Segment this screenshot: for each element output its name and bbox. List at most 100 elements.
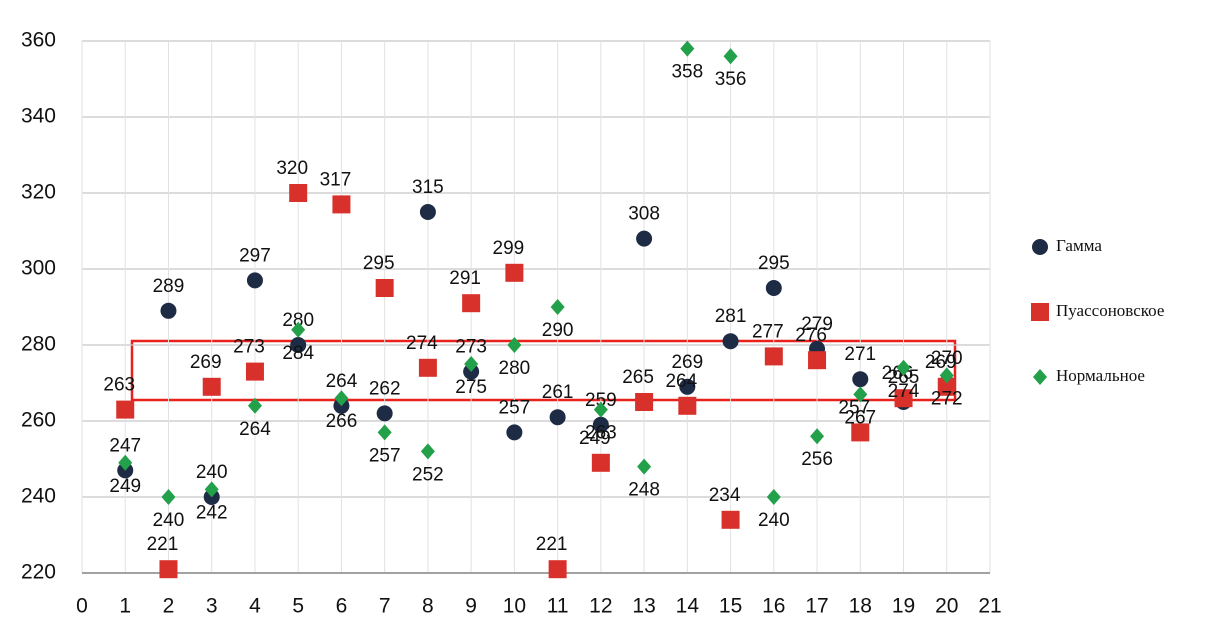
x-tick-label: 19	[892, 595, 915, 618]
point	[376, 405, 393, 422]
y-tick-label: 260	[21, 409, 56, 432]
point	[377, 424, 392, 441]
data-label: 273	[233, 337, 265, 358]
data-label: 279	[801, 314, 833, 335]
data-label: 281	[715, 306, 747, 327]
x-tick-label: 0	[76, 595, 88, 618]
data-label: 221	[147, 534, 179, 555]
point	[549, 409, 566, 426]
point	[506, 424, 523, 441]
x-tick-label: 1	[119, 595, 131, 618]
x-tick-label: 3	[206, 595, 218, 618]
data-label: 262	[369, 378, 401, 399]
data-label: 259	[585, 390, 617, 411]
x-tick-label: 7	[379, 595, 391, 618]
point	[420, 443, 435, 460]
data-label: 284	[282, 343, 314, 364]
data-label: 240	[196, 462, 228, 483]
point	[418, 358, 437, 377]
data-label: 289	[153, 276, 185, 297]
data-label: 272	[931, 388, 963, 409]
point	[853, 386, 868, 403]
data-label: 257	[369, 445, 401, 466]
point	[160, 302, 177, 319]
data-label: 248	[628, 480, 660, 501]
point	[636, 230, 653, 247]
point	[766, 489, 781, 505]
data-label: 256	[801, 449, 833, 470]
legend-label: Гамма	[1056, 236, 1102, 255]
data-label: 269	[671, 352, 703, 373]
x-tick-label: 9	[465, 595, 477, 618]
data-label: 265	[622, 367, 654, 388]
y-tick-label: 220	[21, 561, 56, 584]
data-label: 290	[542, 320, 574, 341]
point	[592, 416, 609, 433]
data-label: 320	[276, 158, 308, 179]
point	[375, 279, 394, 297]
point	[678, 396, 697, 415]
data-label: 247	[109, 435, 141, 456]
data-label: 240	[153, 510, 185, 531]
point	[118, 454, 133, 471]
data-label: 275	[455, 377, 487, 398]
data-label: 263	[585, 423, 617, 444]
data-label: 265	[888, 367, 920, 388]
x-tick-label: 11	[547, 595, 569, 618]
data-label: 280	[499, 358, 531, 379]
point	[161, 489, 176, 505]
point	[810, 428, 825, 445]
point	[464, 356, 479, 372]
x-tick-label: 13	[632, 595, 655, 618]
point	[246, 272, 263, 289]
y-tick-label: 320	[21, 181, 56, 204]
data-label: 257	[838, 397, 870, 418]
point	[808, 351, 827, 370]
point	[764, 347, 783, 366]
x-tick-label: 8	[422, 595, 434, 618]
point	[765, 280, 782, 296]
data-label: 274	[888, 381, 920, 402]
data-label: 249	[109, 476, 141, 497]
point	[116, 400, 135, 419]
legend-label: Пуассоновское	[1056, 301, 1164, 320]
data-label: 317	[320, 169, 352, 190]
x-tick-label: 2	[163, 595, 175, 618]
data-label: 240	[758, 510, 790, 531]
point	[894, 389, 913, 408]
data-label: 249	[579, 428, 611, 449]
data-label: 358	[671, 62, 703, 83]
x-tick-label: 17	[805, 595, 828, 618]
point	[247, 397, 262, 414]
data-label: 269	[925, 352, 957, 373]
data-label: 277	[752, 321, 784, 342]
data-label: 264	[326, 371, 358, 392]
point	[548, 560, 567, 579]
point	[334, 390, 349, 407]
data-label: 280	[282, 310, 314, 331]
point	[289, 184, 308, 202]
data-label: 269	[190, 352, 222, 373]
data-label: 356	[715, 69, 747, 90]
y-tick-label: 360	[21, 29, 56, 52]
data-label: 234	[709, 485, 741, 506]
point	[723, 48, 738, 65]
y-tick-label: 280	[21, 333, 56, 356]
data-label: 263	[103, 375, 135, 396]
point	[507, 337, 522, 353]
data-label: 261	[542, 382, 574, 403]
data-label: 271	[844, 344, 876, 365]
point	[462, 294, 481, 313]
y-tick-label: 300	[21, 257, 56, 280]
point	[505, 263, 524, 282]
data-label: 264	[665, 371, 697, 392]
data-label: 264	[239, 419, 271, 440]
point	[245, 362, 264, 381]
data-label: 274	[406, 333, 438, 354]
data-label: 295	[363, 253, 395, 274]
point	[722, 333, 739, 350]
data-label: 276	[795, 325, 827, 346]
data-label: 252	[412, 464, 444, 485]
point	[721, 510, 740, 529]
data-label: 267	[844, 407, 876, 428]
